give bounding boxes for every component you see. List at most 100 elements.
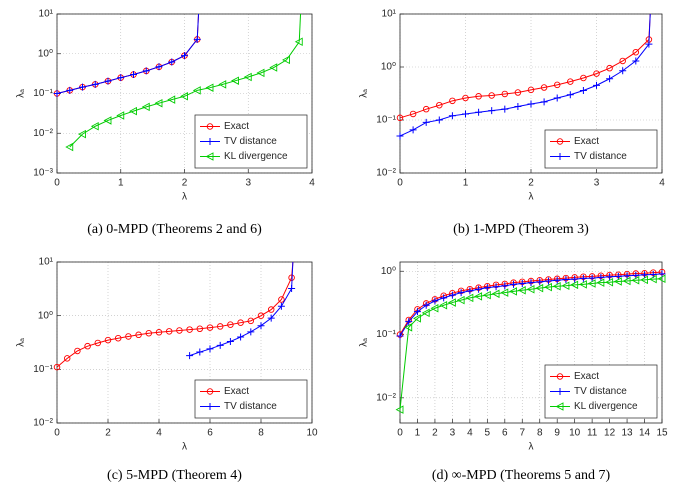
marker	[282, 55, 290, 65]
x-tick-label: 9	[554, 428, 560, 439]
marker	[167, 95, 176, 104]
marker	[278, 296, 285, 303]
marker	[396, 132, 404, 140]
marker	[216, 323, 224, 330]
series-line	[56, 277, 293, 368]
x-axis-label: λ	[529, 442, 534, 453]
x-axis-label: λ	[182, 192, 187, 203]
caption: (c) 5-MPD (Theorem 4)	[107, 468, 242, 483]
marker	[430, 304, 439, 313]
marker	[237, 319, 244, 326]
marker	[619, 57, 626, 65]
marker	[527, 86, 535, 94]
x-tick-label: 7	[519, 428, 525, 439]
marker	[640, 275, 648, 285]
marker	[641, 271, 649, 279]
y-axis-label: λₐ	[359, 89, 370, 98]
marker	[614, 272, 622, 280]
legend-label: Exact	[574, 371, 599, 382]
marker	[527, 100, 535, 108]
marker	[431, 297, 439, 305]
caption: (a) 0-MPD (Theorems 2 and 6)	[87, 222, 262, 237]
legend-box	[544, 129, 658, 169]
marker	[465, 293, 474, 303]
marker	[78, 129, 86, 139]
marker	[448, 112, 456, 120]
marker	[579, 274, 587, 282]
marker	[227, 321, 234, 328]
legend-label: TV distance	[574, 386, 627, 397]
marker	[91, 80, 99, 88]
marker	[288, 285, 296, 293]
legend-label: TV distance	[574, 151, 627, 162]
marker	[395, 405, 404, 414]
marker	[206, 345, 214, 353]
marker	[404, 323, 413, 332]
marker	[474, 292, 483, 301]
marker	[231, 76, 239, 85]
caption: (b) 1-MPD (Theorem 3)	[453, 222, 589, 237]
marker	[440, 294, 448, 302]
legend-marker	[556, 138, 564, 145]
marker	[648, 274, 657, 284]
marker	[580, 74, 587, 82]
marker	[226, 338, 234, 346]
marker	[482, 290, 491, 300]
marker	[409, 110, 417, 118]
marker	[605, 278, 614, 287]
marker	[553, 276, 561, 284]
x-tick-label: 10	[306, 428, 318, 439]
y-tick-label: 10⁻²	[33, 418, 53, 429]
x-axis-label: λ	[529, 192, 534, 203]
marker	[535, 283, 544, 293]
marker	[63, 355, 71, 362]
marker	[247, 328, 255, 336]
marker	[510, 280, 518, 288]
marker	[435, 116, 443, 124]
marker	[596, 278, 605, 287]
marker	[130, 71, 137, 79]
legend-label: KL divergence	[224, 151, 288, 162]
marker	[544, 277, 552, 285]
legend-box	[194, 379, 308, 419]
marker	[196, 325, 204, 333]
marker	[571, 275, 579, 283]
marker	[588, 274, 596, 282]
x-tick-label: 0	[397, 428, 403, 439]
marker	[206, 324, 214, 331]
y-tick-label: 10⁻¹	[376, 329, 396, 340]
marker	[645, 40, 653, 48]
x-tick-label: 8	[537, 428, 543, 439]
marker	[79, 83, 86, 91]
y-axis-label: λₐ	[16, 89, 27, 98]
marker	[448, 291, 456, 299]
marker	[294, 37, 303, 47]
x-tick-label: 1	[463, 178, 469, 189]
marker	[632, 57, 640, 65]
x-tick-label: 13	[622, 428, 634, 439]
asymptote-line	[648, 13, 651, 45]
panel: 10⁻² 10⁻¹ 10⁰ 10¹ 0 2 4 6 8 10 λ λₐ (c) 5-MPD (Theor…	[16, 257, 318, 484]
marker	[501, 90, 509, 98]
marker	[462, 110, 469, 118]
x-tick-label: 0	[54, 178, 60, 189]
marker	[74, 347, 81, 355]
marker	[103, 116, 112, 125]
x-axis-label: λ	[182, 442, 187, 453]
x-tick-label: 4	[156, 428, 162, 439]
marker	[567, 78, 574, 85]
legend-marker	[555, 402, 564, 411]
marker	[517, 286, 526, 295]
legend-label: Exact	[574, 136, 599, 147]
marker	[632, 48, 640, 56]
marker	[509, 287, 517, 296]
marker	[422, 118, 430, 126]
marker	[514, 102, 522, 110]
marker	[192, 86, 201, 95]
x-tick-label: 6	[502, 428, 508, 439]
marker	[544, 282, 552, 292]
marker	[413, 314, 421, 323]
marker	[501, 282, 509, 290]
